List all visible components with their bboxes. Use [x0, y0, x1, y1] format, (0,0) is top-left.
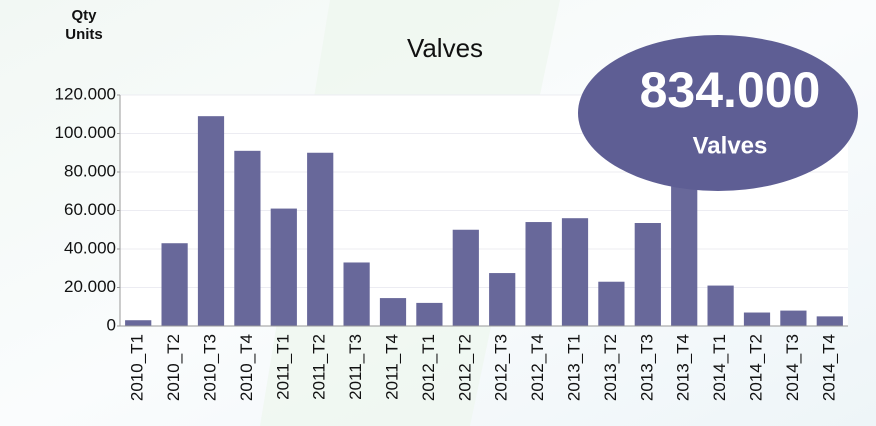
bar — [197, 116, 225, 326]
x-tick-label: 2010_T4 — [237, 334, 256, 401]
bar — [270, 208, 297, 326]
y-tick-label: 80.000 — [64, 161, 116, 180]
x-tick-label: 2011_T4 — [382, 334, 401, 400]
x-tick-label: 2011_T2 — [310, 334, 329, 400]
chart-title: Valves — [407, 33, 483, 63]
total-bubble — [578, 35, 858, 191]
y-tick-label: 120.000 — [55, 84, 116, 103]
bar — [307, 152, 334, 326]
total-value: 834.000 — [640, 62, 821, 118]
y-tick-label: 60.000 — [64, 200, 116, 219]
bar — [161, 243, 188, 326]
x-tick-label: 2012_T1 — [419, 334, 438, 401]
y-tick-label: 0 — [107, 315, 116, 334]
y-tick-label: 40.000 — [64, 238, 116, 257]
x-tick-label: 2013_T3 — [637, 334, 656, 401]
x-tick-label: 2012_T3 — [492, 334, 511, 401]
bar — [343, 262, 370, 326]
bar — [707, 285, 734, 326]
y-axis-title: Qty — [71, 7, 97, 24]
x-tick-label: 2012_T4 — [528, 334, 547, 401]
bar — [416, 302, 443, 326]
bar — [634, 223, 661, 326]
x-tick-label: 2014_T4 — [819, 334, 838, 401]
x-tick-label: 2010_T3 — [200, 334, 219, 401]
x-tick-label: 2010_T1 — [128, 334, 147, 401]
x-tick-label: 2013_T4 — [674, 334, 693, 401]
x-tick-label: 2012_T2 — [455, 334, 474, 401]
bar — [671, 186, 698, 326]
bar — [598, 281, 625, 326]
x-tick-label: 2014_T2 — [746, 334, 765, 401]
bar — [125, 320, 152, 326]
bar — [234, 150, 261, 326]
total-text: Valves — [693, 132, 768, 159]
x-tick-label: 2014_T1 — [710, 334, 729, 401]
bar — [489, 273, 516, 326]
y-tick-label: 20.000 — [64, 277, 116, 296]
bar — [379, 298, 407, 326]
y-tick-label: 100.000 — [55, 123, 116, 142]
x-tick-label: 2014_T3 — [783, 334, 802, 401]
x-tick-label: 2013_T2 — [601, 334, 620, 401]
bar — [452, 229, 479, 326]
bar — [816, 316, 843, 326]
x-tick-label: 2013_T1 — [564, 334, 583, 401]
x-tick-label: 2010_T2 — [164, 334, 183, 401]
y-axis-title: Units — [65, 26, 103, 43]
x-tick-label: 2011_T3 — [346, 334, 365, 400]
bar — [561, 218, 589, 326]
bar — [780, 310, 807, 326]
bar — [743, 312, 771, 326]
plot: 0 20.000 40.000 60.000 80.000 100.000 120.000 2… — [55, 84, 848, 401]
bar — [525, 222, 552, 326]
x-tick-label: 2011_T1 — [273, 334, 292, 400]
